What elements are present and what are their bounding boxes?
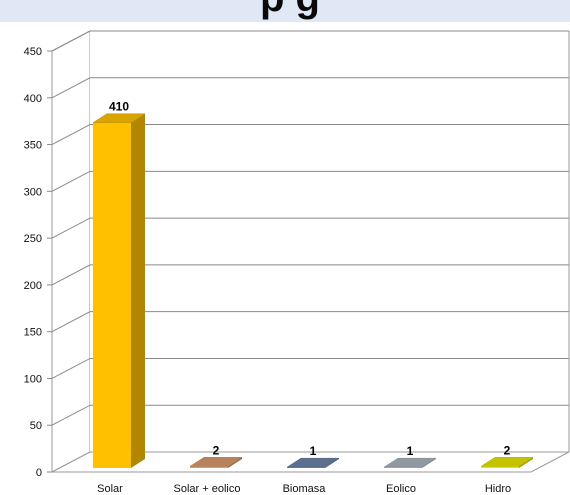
gridline xyxy=(51,124,569,145)
bar-top xyxy=(286,457,340,468)
x-tick-label: Eolico xyxy=(386,483,416,495)
bar-front xyxy=(287,467,325,468)
y-tick-label: 0 xyxy=(36,467,42,479)
title-band: p g xyxy=(0,0,570,22)
bar-hidro xyxy=(480,457,534,468)
gridline xyxy=(51,311,569,333)
data-label: 410 xyxy=(109,100,129,114)
data-label: 1 xyxy=(310,444,317,458)
data-label: 2 xyxy=(504,443,511,457)
gridline xyxy=(51,404,569,426)
x-tick-label: Hidro xyxy=(485,483,511,495)
gridline xyxy=(51,264,569,286)
gridline xyxy=(51,30,569,52)
bar-side xyxy=(228,457,242,468)
y-tick-label: 400 xyxy=(24,93,42,105)
bar-solar xyxy=(92,113,146,468)
x-tick-label: Solar xyxy=(97,483,123,495)
y-tick-label: 150 xyxy=(24,327,42,339)
y-tick-label: 250 xyxy=(24,233,42,245)
y-tick-label: 350 xyxy=(24,140,42,152)
bar-top xyxy=(383,457,437,468)
bar-top xyxy=(92,113,146,123)
y-tick-label: 300 xyxy=(24,186,42,198)
bar-top xyxy=(480,457,534,467)
data-label: 2 xyxy=(213,443,220,457)
gridline xyxy=(51,77,569,99)
x-tick-label: Solar + eolico xyxy=(174,483,241,495)
bar-side xyxy=(131,113,145,468)
chart-title-fragment: p g xyxy=(260,0,320,21)
back-wall xyxy=(90,31,569,452)
bar-eolico xyxy=(383,457,437,468)
side-wall xyxy=(51,30,91,473)
bar-biomasa xyxy=(286,457,340,468)
gridline xyxy=(51,170,569,192)
bar-front xyxy=(93,122,131,468)
bar-front xyxy=(384,467,422,468)
x-tick-label: Biomasa xyxy=(283,483,327,495)
y-tick-label: 50 xyxy=(30,420,42,432)
gridline xyxy=(51,217,569,239)
bar-front xyxy=(190,466,228,468)
y-tick-label: 450 xyxy=(24,46,42,58)
data-label: 1 xyxy=(407,444,414,458)
bar-solar-eolico xyxy=(189,457,243,468)
gridline xyxy=(51,357,569,379)
y-tick-label: 200 xyxy=(24,280,42,292)
bar-front xyxy=(481,466,519,468)
bar-side xyxy=(519,457,533,468)
y-tick-label: 100 xyxy=(24,373,42,385)
bar-top xyxy=(189,457,243,467)
